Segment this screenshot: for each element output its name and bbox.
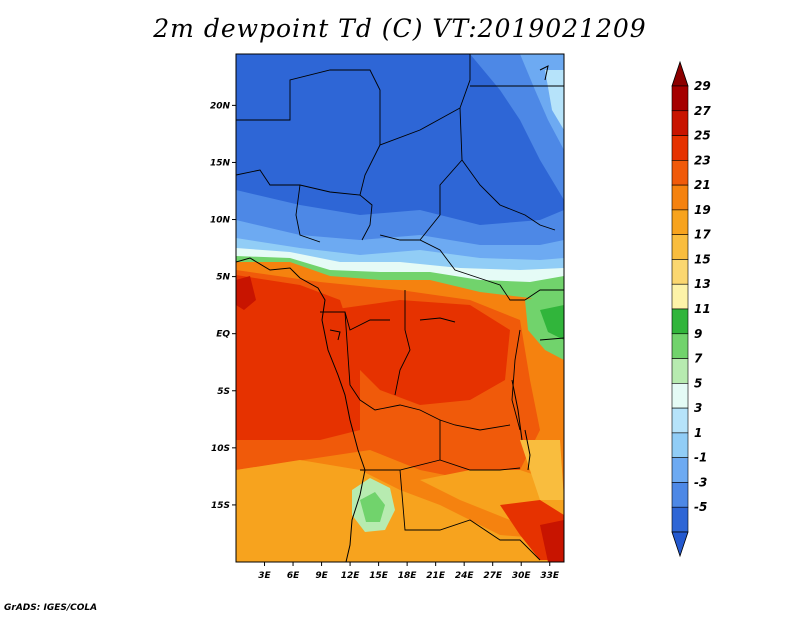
- colorbar-swatch: [671, 333, 689, 359]
- lon-tick-label: 24E: [455, 571, 475, 581]
- colorbar-swatch: [671, 110, 689, 136]
- lat-tick-label: 5S: [217, 387, 230, 397]
- lon-tick-label: 12E: [341, 571, 361, 581]
- colorbar-label: -3: [694, 475, 707, 489]
- colorbar-swatch: [671, 184, 689, 211]
- colorbar-swatch: [671, 85, 689, 112]
- map-title: 2m dewpoint Td (C) VT:2019021209: [153, 14, 647, 43]
- colorbar-label: 3: [694, 401, 702, 415]
- lat-tick-label: 15N: [210, 158, 231, 168]
- lon-tick-label: 33E: [540, 571, 560, 581]
- colorbar-swatch: [671, 506, 689, 533]
- colorbar-swatch: [671, 135, 689, 161]
- colorbar-top-arrow: [671, 60, 689, 87]
- lat-tick-label: 20N: [210, 101, 231, 111]
- colorbar-label: 7: [694, 352, 703, 366]
- coastlines: [236, 65, 549, 562]
- lat-tick-label: 10S: [211, 444, 230, 454]
- lon-tick-label: 15E: [369, 571, 389, 581]
- colorbar-swatch: [671, 308, 689, 335]
- lon-tick-label: 9E: [315, 571, 328, 581]
- lat-tick-label: 15S: [211, 501, 230, 511]
- colorbar-label: 13: [694, 277, 711, 291]
- colorbar-swatch: [671, 432, 689, 458]
- colorbar-label: 1: [694, 426, 702, 440]
- lat-tick-label: 10N: [210, 216, 231, 226]
- colorbar-label: 19: [694, 203, 711, 217]
- lon-tick-label: 21E: [426, 571, 446, 581]
- lon-tick-label: 6E: [287, 571, 300, 581]
- colorbar-label: -5: [694, 500, 707, 514]
- colorbar-label: 17: [694, 228, 711, 242]
- colorbar-swatch: [671, 482, 689, 508]
- lon-tick-label: 30E: [512, 571, 532, 581]
- colorbar-swatch: [671, 160, 689, 186]
- colorbar-label: -1: [694, 451, 707, 465]
- colorbar-label: 29: [694, 79, 711, 93]
- colorbar-label: 9: [694, 327, 702, 341]
- latitude-axis: 20N 15N 10N 5N EQ 5S 10S 15S: [210, 101, 236, 511]
- colorbar-swatch: [671, 209, 689, 235]
- colorbar-label: 5: [694, 376, 702, 390]
- lon-tick-label: 27E: [483, 571, 503, 581]
- colorbar-swatch: [671, 383, 689, 409]
- lat-tick-label: 5N: [216, 273, 230, 283]
- colorbar-label: 25: [694, 129, 711, 143]
- colorbar-label: 23: [694, 153, 711, 167]
- colorbar-label: 27: [694, 104, 711, 118]
- colorbar-label: 21: [694, 178, 711, 192]
- grads-credit: GrADS: IGES/COLA: [4, 603, 98, 613]
- colorbar-swatch: [671, 234, 689, 260]
- lon-tick-label: 3E: [258, 571, 271, 581]
- colorbar-label: 15: [694, 252, 711, 266]
- lon-tick-label: 18E: [398, 571, 418, 581]
- colorbar: 29 27 25 23 21 19 17 15 13 11 9 7 5 3 1 -1 -3 -5: [671, 60, 711, 558]
- colorbar-swatch: [671, 358, 689, 384]
- lat-tick-label: EQ: [216, 330, 230, 340]
- colorbar-swatch: [671, 259, 689, 285]
- colorbar-swatch: [671, 407, 689, 434]
- longitude-axis: 3E 6E 9E 12E 15E 18E 21E 24E 27E 30E 33E: [258, 562, 560, 581]
- map-frame: [235, 53, 565, 563]
- dewpoint-field: [236, 54, 564, 562]
- colorbar-label: 11: [694, 302, 711, 316]
- country-borders: [236, 54, 564, 561]
- colorbar-swatch: [671, 457, 689, 483]
- colorbar-swatch: [671, 283, 689, 310]
- colorbar-bottom-arrow: [671, 531, 689, 558]
